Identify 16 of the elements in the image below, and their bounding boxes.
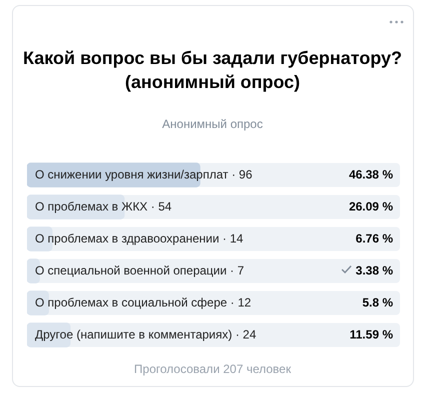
data-label: 11.59 %	[350, 327, 394, 342]
y-tick-label: О проблемах в социальной сфере · 12	[35, 295, 252, 310]
chart-subtitle: Анонимный опрос	[161, 117, 264, 131]
bar	[27, 290, 49, 316]
chart-title: Какой вопрос вы бы задали губернатору? (анонимный опрос)	[22, 47, 403, 94]
y-tick-label: О снижении уровня жизни/зарплат · 96	[35, 167, 253, 182]
y-tick-label: О проблемах в ЖКХ · 54	[35, 199, 172, 214]
data-label: 26.09 %	[348, 199, 394, 214]
y-tick-label: О проблемах в здравоохранении · 14	[35, 231, 244, 246]
y-tick-label: Другое (напишите в комментариях) · 24	[35, 327, 256, 342]
data-label: 46.38 %	[348, 167, 394, 182]
text: Проголосовали 207 человек	[133, 362, 292, 376]
data-label: 5.8 %	[362, 295, 394, 310]
data-label: 3.38 %	[356, 263, 394, 278]
data-label: 6.76 %	[356, 231, 394, 246]
y-tick-label: О специальной военной операции · 7	[35, 263, 244, 278]
